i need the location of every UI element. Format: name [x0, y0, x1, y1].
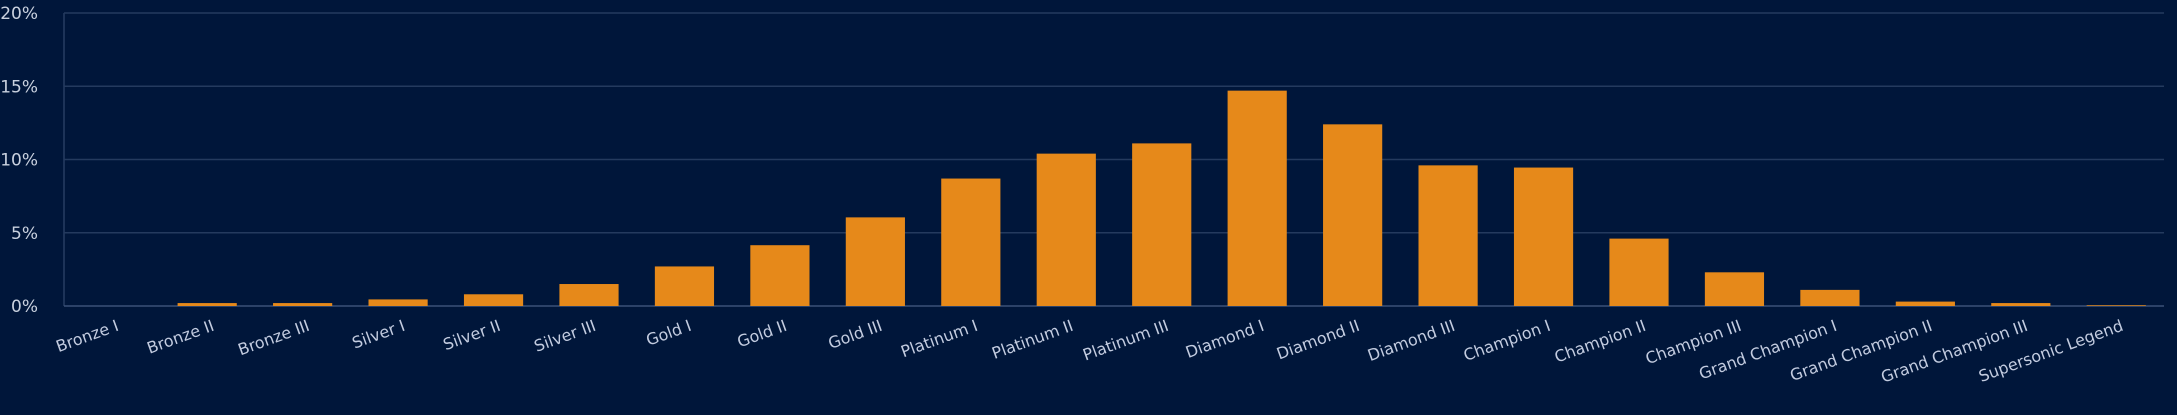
- bar-gold-i: [654, 266, 715, 306]
- x-tick-label: Silver II: [441, 316, 503, 354]
- x-tick-label: Diamond I: [1183, 316, 1267, 362]
- y-tick-label: 10%: [0, 151, 38, 171]
- bar-champion-i: [1513, 167, 1574, 306]
- x-tick-label: Gold II: [735, 316, 790, 351]
- y-tick-label: 15%: [0, 77, 38, 97]
- bar-platinum-ii: [1036, 153, 1096, 306]
- bar-champion-ii: [1609, 238, 1669, 306]
- bar-platinum-i: [941, 178, 1001, 306]
- bar-silver-i: [368, 299, 428, 306]
- x-tick-label: Bronze III: [235, 316, 312, 359]
- x-tick-label: Bronze I: [53, 316, 121, 356]
- bar-diamond-i: [1227, 90, 1287, 307]
- bar-grand-champion-ii: [1895, 301, 1955, 306]
- bar-bronze-iii: [273, 303, 333, 306]
- x-tick-label: Diamond III: [1365, 316, 1457, 365]
- x-tick-label: Silver III: [532, 316, 599, 356]
- x-tick-label: Bronze II: [144, 316, 216, 358]
- x-tick-label: Gold I: [644, 316, 694, 350]
- bar-platinum-iii: [1132, 143, 1192, 306]
- bar-diamond-iii: [1418, 165, 1478, 306]
- bar-gold-iii: [845, 217, 905, 306]
- x-axis-ticks: Bronze I Bronze II Bronze III Silver I Silve…: [53, 316, 2125, 387]
- x-tick-label: Gold III: [826, 316, 885, 353]
- bar-grand-champion-iii: [1991, 303, 2051, 306]
- grid-layer: [63, 12, 2164, 307]
- y-axis-ticks: 0% 5% 10% 15% 20%: [0, 4, 38, 317]
- y-tick-label: 20%: [0, 4, 38, 24]
- bar-silver-ii: [463, 294, 524, 306]
- bar-champion-iii: [1704, 272, 1765, 306]
- bar-grand-champion-i: [1800, 289, 1860, 306]
- bar-supersonic-legend: [2086, 305, 2146, 306]
- x-tick-label: Platinum I: [898, 316, 980, 361]
- x-tick-label: Platinum II: [989, 316, 1075, 363]
- bar-diamond-ii: [1323, 124, 1383, 306]
- x-tick-label: Champion I: [1461, 316, 1553, 365]
- bar-bronze-ii: [177, 303, 237, 306]
- y-tick-label: 5%: [11, 224, 38, 244]
- x-tick-label: Platinum III: [1080, 316, 1171, 365]
- bars-layer: [177, 90, 2146, 307]
- x-tick-label: Diamond II: [1274, 316, 1362, 364]
- y-tick-label: 0%: [11, 297, 38, 317]
- bar-silver-iii: [559, 284, 619, 306]
- bar-gold-ii: [750, 245, 810, 306]
- x-tick-label: Silver I: [350, 316, 408, 353]
- x-tick-label: Champion II: [1552, 316, 1648, 367]
